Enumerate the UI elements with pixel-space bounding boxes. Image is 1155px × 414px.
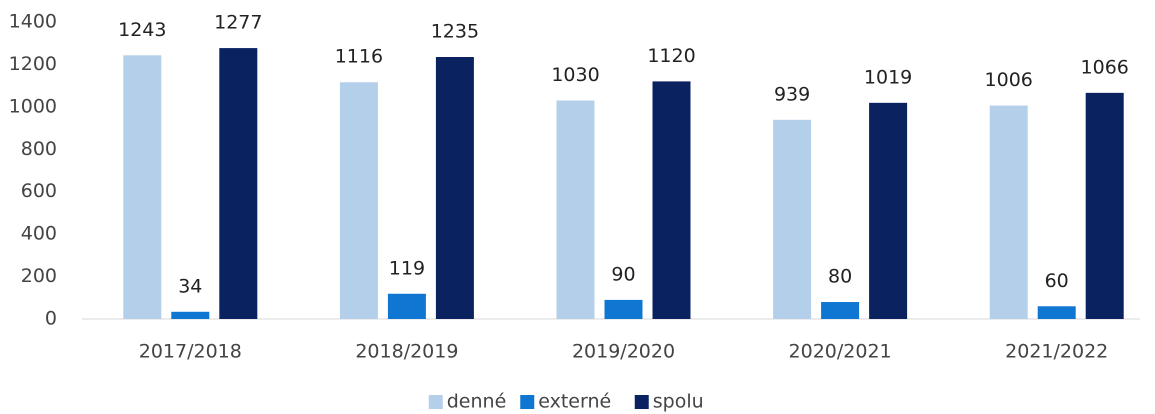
legend-swatch: [634, 395, 649, 409]
y-tick-label: 400: [21, 223, 57, 245]
value-label: 1116: [335, 46, 383, 68]
y-tick-label: 800: [21, 138, 57, 160]
bar: [604, 299, 643, 319]
legend-label: denné: [447, 391, 507, 413]
value-label: 90: [611, 263, 635, 285]
y-tick-label: 1000: [9, 95, 57, 117]
bar: [652, 81, 691, 320]
bar: [1085, 92, 1124, 319]
value-label: 1120: [647, 45, 695, 67]
value-label: 1277: [214, 12, 262, 34]
value-label: 939: [774, 83, 810, 105]
bar: [339, 82, 378, 320]
value-label: 119: [389, 257, 425, 279]
bar: [821, 302, 860, 319]
y-tick-label: 1400: [9, 11, 57, 33]
x-tick-label: 2018/2019: [355, 341, 458, 363]
bar: [556, 100, 595, 319]
bar: [1037, 306, 1076, 319]
value-label: 1066: [1081, 56, 1129, 78]
value-label: 1235: [431, 21, 479, 43]
bar: [219, 48, 258, 320]
y-tick-label: 1200: [9, 53, 57, 75]
legend-swatch: [520, 395, 535, 409]
value-label: 80: [828, 266, 852, 288]
bar: [869, 102, 908, 319]
value-label: 34: [178, 275, 202, 297]
y-tick-label: 0: [45, 308, 57, 330]
legend-label: spolu: [653, 391, 704, 413]
x-tick-label: 2017/2018: [139, 341, 242, 363]
y-tick-label: 600: [21, 180, 57, 202]
legend-label: externé: [538, 391, 611, 413]
value-label: 1030: [551, 64, 599, 86]
value-label: 60: [1045, 270, 1069, 292]
bar: [387, 293, 426, 319]
x-tick-label: 2021/2022: [1005, 341, 1108, 363]
value-label: 1243: [118, 19, 166, 41]
bar: [435, 57, 474, 319]
y-tick-label: 200: [21, 265, 57, 287]
legend-swatch: [428, 395, 443, 409]
x-tick-label: 2019/2020: [572, 341, 675, 363]
x-tick-label: 2020/2021: [789, 341, 892, 363]
value-label: 1006: [985, 69, 1033, 91]
bar: [171, 311, 210, 319]
bar: [773, 119, 812, 320]
value-label: 1019: [864, 66, 912, 88]
bar: [989, 105, 1028, 319]
bar: [123, 55, 162, 319]
